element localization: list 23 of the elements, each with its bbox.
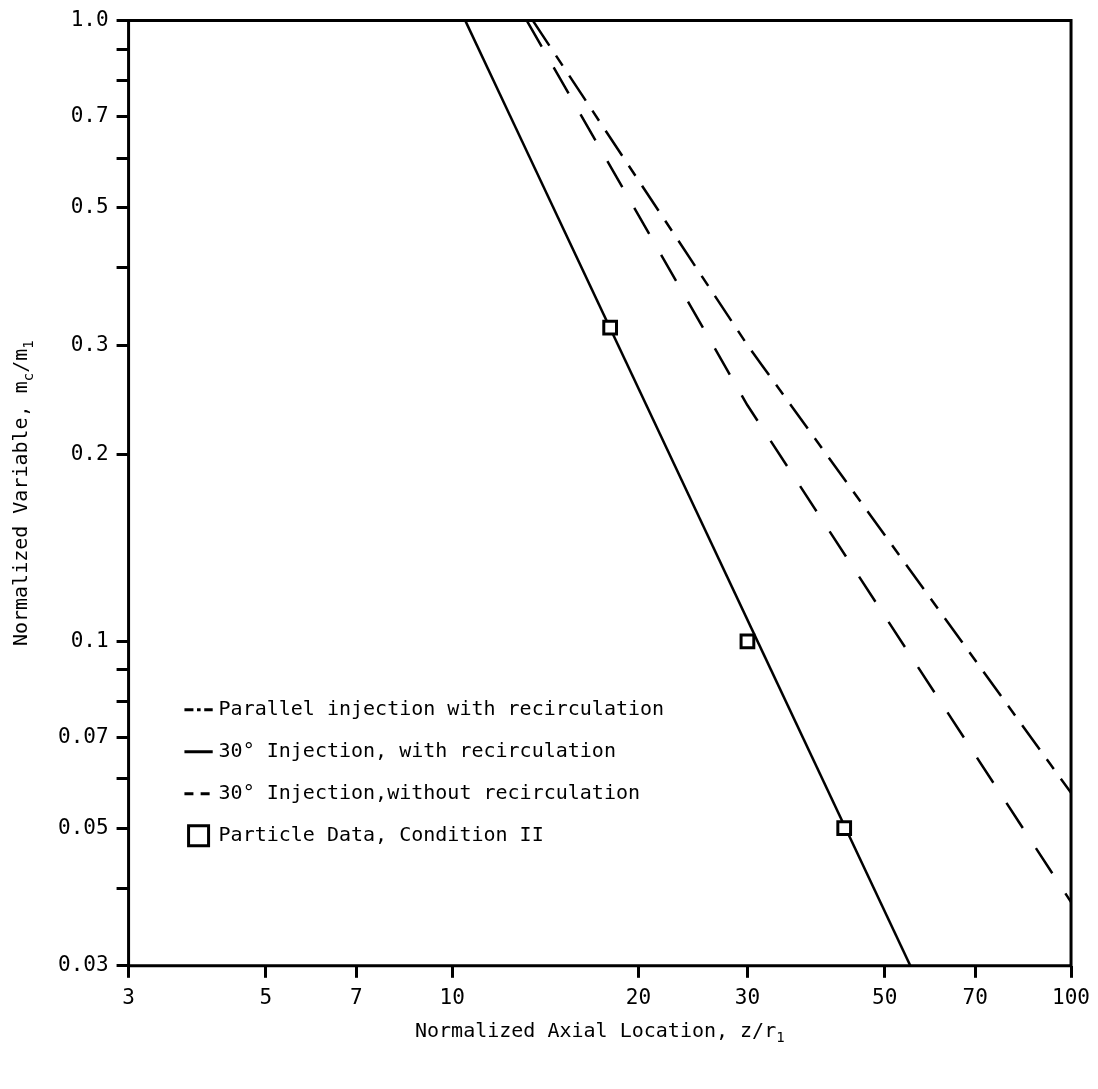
x-tick-label: 30 (734, 984, 761, 1009)
y-tick-label: 1.0 (70, 7, 109, 32)
y-tick-label: 0.07 (57, 723, 109, 748)
legend-label: Parallel injection with recirculation (218, 696, 665, 720)
x-tick-label: 3 (122, 984, 135, 1009)
x-tick-label: 50 (872, 984, 898, 1009)
x-tick-label: 7 (349, 984, 363, 1009)
y-tick-label: 0.5 (70, 193, 109, 218)
y-tick-label: 0.3 (70, 331, 109, 356)
y-tick-label: 0.03 (57, 952, 109, 977)
x-tick-label: 100 (1052, 984, 1090, 1009)
y-tick-label: 0.1 (70, 627, 109, 652)
x-tick-label: 10 (439, 984, 465, 1009)
y-tick-label: 0.2 (70, 440, 109, 465)
legend-label: 30° Injection,without recirculation (218, 780, 641, 804)
y-tick-label: 0.7 (70, 103, 109, 128)
x-tick-label: 5 (259, 984, 273, 1009)
legend-label: Particle Data, Condition II (218, 822, 544, 846)
y-axis-title: Normalized Variable, mc/m1 (8, 340, 36, 647)
x-tick-label: 20 (625, 984, 652, 1009)
legend-label: 30° Injection, with recirculation (218, 738, 616, 762)
y-tick-label: 0.05 (57, 814, 109, 839)
x-tick-label: 70 (962, 984, 988, 1009)
